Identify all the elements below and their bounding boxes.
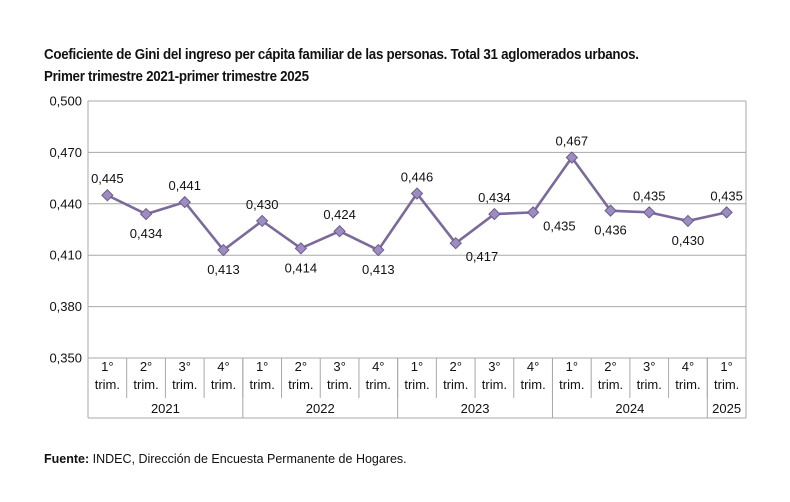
quarter-label: trim. [250,377,275,392]
data-point [139,207,153,221]
year-label: 2021 [151,401,180,416]
gini-line-chart: 0,500 0,470 0,440 0,410 0,380 0,350 2021 2022 20… [49,94,747,419]
data-label: 0,446 [401,170,434,185]
quarter-label: trim. [598,377,623,392]
data-point [643,206,656,219]
data-point [410,187,424,200]
data-point [101,189,114,202]
data-label: 0,417 [466,249,499,264]
year-label: 2024 [615,401,644,416]
data-point [604,204,617,217]
quarter-label: trim. [404,377,429,392]
year-label: 2022 [306,401,335,416]
quarter-label: trim. [288,377,313,392]
quarter-label: trim. [675,377,700,392]
data-label: 0,436 [594,223,627,238]
y-tick-label: 0,410 [49,248,82,263]
quarter-label: trim. [443,377,468,392]
data-point [565,151,579,164]
y-tick-label: 0,440 [49,196,82,211]
data-label: 0,435 [543,218,576,233]
quarter-label: trim. [559,377,584,392]
data-point [372,243,385,257]
quarter-label: 2° [449,359,461,374]
data-point [255,214,269,228]
quarter-label: trim. [172,377,197,392]
data-label: 0,413 [362,262,395,277]
year-label: 2023 [461,401,490,416]
quarter-label: 4° [527,359,539,374]
quarter-label: trim. [637,377,662,392]
data-label: 0,434 [130,226,163,241]
source-label: Fuente: [44,452,90,466]
quarter-label: 3° [643,359,655,374]
data-label: 0,414 [285,260,318,275]
quarter-label: trim. [482,377,507,392]
data-point [488,207,501,221]
y-tick-label: 0,380 [49,299,82,314]
quarter-label: 2° [140,359,152,374]
quarter-label: trim. [211,377,236,392]
quarter-label: 2° [604,359,616,374]
source-text: INDEC, Dirección de Encuesta Permanente … [89,452,407,466]
quarter-label: 2° [295,359,307,374]
y-tick-label: 0,350 [49,351,82,366]
chart-subtitle: Primer trimestre 2021-primer trimestre 2… [44,69,309,85]
chart-title-block: Coeficiente de Gini del ingreso per cápi… [44,44,639,88]
y-tick-label: 0,470 [49,145,82,160]
chart-title: Coeficiente de Gini del ingreso per cápi… [44,47,639,63]
year-label: 2025 [712,401,741,416]
quarter-label: 3° [333,359,345,374]
quarter-label: 3° [488,359,500,374]
quarter-label: 1° [720,359,732,374]
data-label: 0,435 [710,188,743,203]
data-point [720,206,733,219]
data-point [449,236,462,250]
quarter-label: trim. [366,377,391,392]
quarter-label: 4° [682,359,694,374]
quarter-label: trim. [327,377,352,392]
data-label: 0,467 [556,134,589,149]
data-point [217,243,230,257]
data-label: 0,434 [478,190,511,205]
data-point [178,195,191,209]
quarter-label: 3° [179,359,191,374]
quarter-label: 1° [256,359,268,374]
y-tick-label: 0,500 [49,94,82,109]
quarter-label: 1° [101,359,113,374]
data-label: 0,445 [91,171,124,186]
data-label: 0,413 [207,262,240,277]
quarter-label: 4° [217,359,229,374]
data-point [333,225,346,238]
data-label: 0,424 [323,207,356,222]
quarter-label: trim. [714,377,739,392]
data-point [526,206,540,219]
data-point [681,214,695,228]
data-label: 0,430 [672,233,705,248]
quarter-label: trim. [520,377,545,392]
data-label: 0,430 [246,197,279,212]
quarter-label: 1° [566,359,578,374]
quarter-label: trim. [95,377,120,392]
data-label: 0,441 [168,178,201,193]
source-note: Fuente: INDEC, Dirección de Encuesta Per… [44,452,407,466]
quarter-label: 4° [372,359,384,374]
data-point [294,242,308,255]
quarter-label: 1° [411,359,423,374]
quarter-label: trim. [133,377,158,392]
data-label: 0,435 [633,188,666,203]
